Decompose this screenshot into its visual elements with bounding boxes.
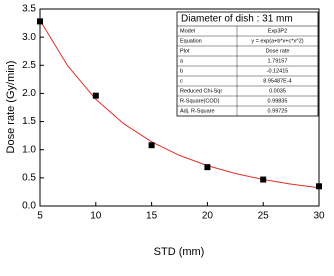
table-title: Diameter of dish : 31 mm <box>181 14 293 25</box>
table-cell: 1.79157 <box>268 58 288 64</box>
table-cell: 8.95487E-4 <box>263 78 291 84</box>
table-cell: a <box>180 58 184 64</box>
y-tick-label: 1.0 <box>22 144 36 155</box>
table-cell: 0.99725 <box>268 108 288 114</box>
x-tick-label: 30 <box>313 211 325 222</box>
data-point <box>92 92 99 99</box>
x-tick-label: 10 <box>90 211 102 222</box>
table-cell: Model <box>180 28 195 34</box>
table-cell: b <box>180 68 183 74</box>
table-cell: 0.0035 <box>269 88 286 94</box>
table-cell: 0.99835 <box>268 98 288 104</box>
table-cell: Dose rate <box>266 48 290 54</box>
y-tick-label: 2.0 <box>22 88 36 99</box>
inset-table <box>176 11 319 117</box>
x-tick-label: 25 <box>258 211 270 222</box>
plot-frame <box>39 8 320 207</box>
table-cell: -0.12415 <box>267 68 289 74</box>
data-point <box>260 176 267 183</box>
table-cell: Reduced Chi-Sqr <box>180 88 222 94</box>
table-cell: Adj. R-Square <box>180 108 215 114</box>
data-point <box>37 18 43 25</box>
table-cell: R-Square(COD) <box>180 98 220 104</box>
table-cell: Exp3P2 <box>268 28 287 34</box>
y-axis-label: Dose rate (Gy/min) <box>5 61 17 154</box>
table-cell: Plot <box>180 48 190 54</box>
y-tick-label: 3.0 <box>22 32 36 43</box>
data-point <box>148 142 155 149</box>
x-tick-label: 15 <box>146 211 158 222</box>
fit-curve <box>39 20 320 189</box>
table-cell: y = exp(a+b*x+c*x^2) <box>251 38 303 44</box>
table-cell: Equation <box>180 38 202 44</box>
y-tick-label: 1.5 <box>22 116 36 127</box>
x-axis-label: STD (mm) <box>154 246 205 258</box>
table-cell: c <box>180 78 183 84</box>
data-point <box>204 164 211 171</box>
y-tick-label: 0.0 <box>22 201 36 212</box>
y-tick-label: 0.5 <box>22 172 36 183</box>
x-tick-label: 5 <box>37 211 43 222</box>
y-tick-label: 3.5 <box>22 4 36 15</box>
x-tick-label: 20 <box>202 211 214 222</box>
data-point <box>316 183 322 190</box>
y-tick-label: 2.5 <box>22 60 36 71</box>
